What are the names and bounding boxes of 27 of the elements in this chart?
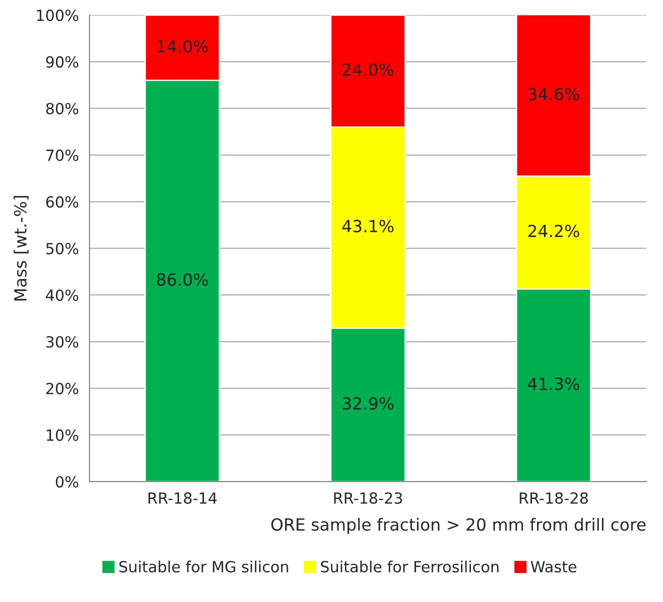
x-tick-label: RR-18-14 xyxy=(148,492,217,504)
legend-label: Suitable for MG silicon xyxy=(119,560,288,572)
data-label: 32.9% xyxy=(342,397,394,410)
data-label: 86.0% xyxy=(156,273,208,286)
y-tick-label: 100% xyxy=(37,10,78,22)
data-label: 34.6% xyxy=(528,88,580,100)
legend-label: Waste xyxy=(530,561,576,572)
y-tick-label: 60% xyxy=(46,196,78,208)
x-tick-label: RR-18-28 xyxy=(520,492,588,504)
data-label: 43.1% xyxy=(342,220,394,232)
data-label: 24.0% xyxy=(342,63,394,76)
y-tick-label: 50% xyxy=(46,242,78,254)
y-tick-label: 0% xyxy=(56,476,78,488)
legend-label: Suitable for Ferrosilicon xyxy=(320,560,498,572)
x-tick-label: RR-18-23 xyxy=(334,492,402,504)
x-axis-title: ORE sample fraction > 20 mm from drill core xyxy=(271,518,646,534)
y-tick-label: 90% xyxy=(46,56,78,68)
y-axis-title: Mass [wt.-%] xyxy=(14,196,29,300)
data-label: 14.0% xyxy=(158,40,208,53)
y-tick-label: 80% xyxy=(46,102,78,114)
y-tick-label: 40% xyxy=(46,289,78,301)
y-tick-label: 10% xyxy=(46,429,78,441)
data-label: 41.3% xyxy=(528,377,580,390)
y-tick-label: 20% xyxy=(46,382,78,394)
data-label: 24.2% xyxy=(528,224,580,238)
y-tick-label: 70% xyxy=(46,149,78,162)
y-tick-label: 30% xyxy=(46,336,78,348)
